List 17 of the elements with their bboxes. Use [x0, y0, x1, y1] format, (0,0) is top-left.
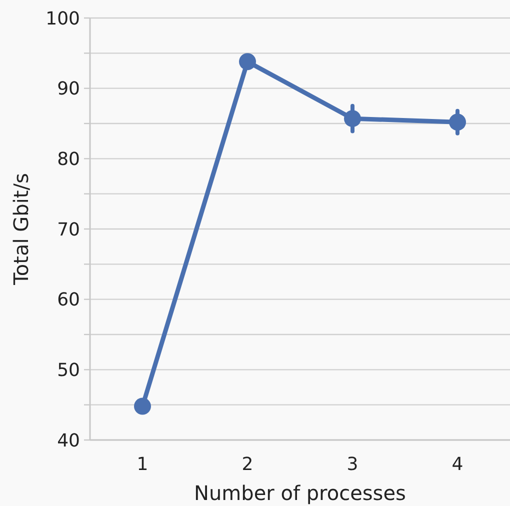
point [239, 53, 256, 70]
y-tick-label: 60 [57, 290, 80, 311]
x-tick-label: 2 [242, 454, 254, 475]
y-axis-title: Total Gbit/s [9, 173, 33, 286]
x-tick-label: 1 [136, 454, 148, 475]
point [344, 110, 361, 128]
y-tick-label: 100 [46, 8, 80, 30]
x-axis-title: Number of processes [194, 481, 406, 505]
x-tick-label: 4 [452, 454, 464, 475]
y-tick-label: 40 [57, 430, 80, 452]
x-tick-label: 3 [346, 454, 358, 475]
point [449, 114, 466, 131]
y-tick-label: 50 [57, 360, 80, 381]
point [134, 398, 151, 415]
y-tick-label: 80 [57, 148, 80, 170]
y-tick-label: 90 [57, 78, 80, 100]
y-tick-label: 70 [57, 219, 80, 240]
